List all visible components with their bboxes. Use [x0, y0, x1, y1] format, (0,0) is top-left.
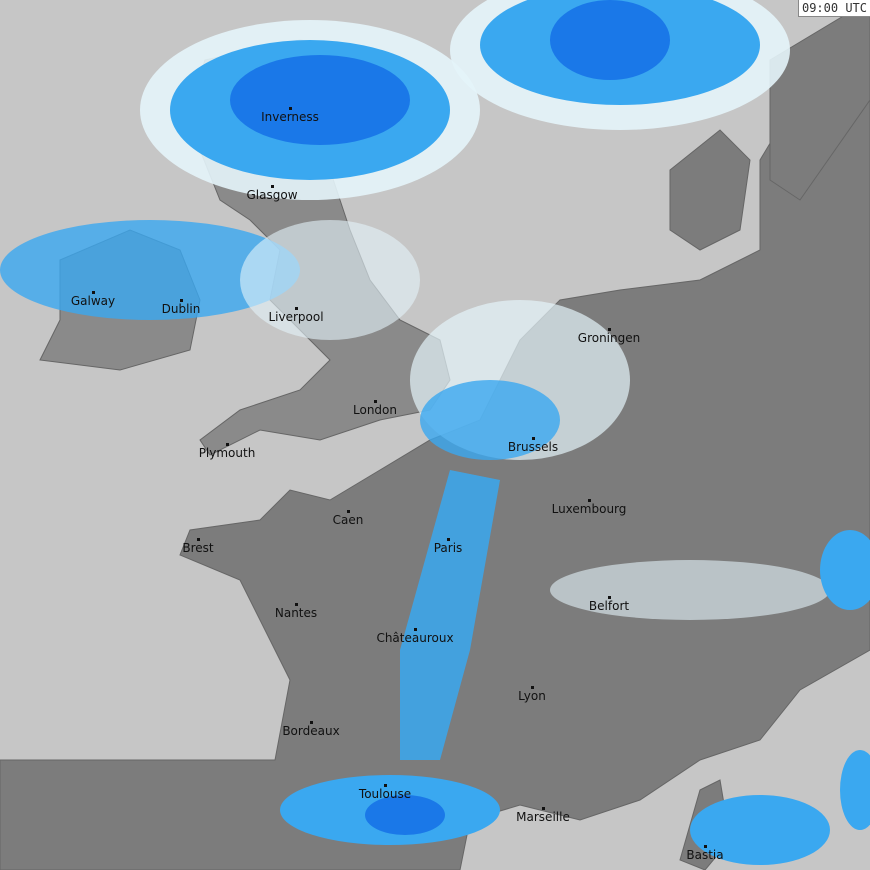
city-label: Groningen [577, 331, 641, 345]
land-denmark [669, 129, 751, 251]
precip-alps [550, 560, 830, 620]
city-label: Bordeaux [282, 724, 340, 738]
city-dot [289, 107, 292, 110]
precip-benelux-medium [420, 380, 560, 460]
city-label: Caen [332, 513, 364, 527]
precip-england [240, 220, 420, 340]
city-label: London [353, 403, 397, 417]
city-label: Belfort [588, 599, 630, 613]
city-dot [180, 299, 183, 302]
city-label: Nantes [274, 606, 318, 620]
city-dot [310, 721, 313, 724]
city-label: Glasgow [246, 188, 298, 202]
city-dot [608, 596, 611, 599]
city-label: Bastia [686, 848, 724, 862]
city-dot [384, 784, 387, 787]
city-label: Brest [182, 541, 214, 555]
precip-ireland [0, 220, 300, 320]
city-dot [414, 628, 417, 631]
precip-france-band [400, 470, 500, 760]
city-label: Lyon [518, 689, 546, 703]
city-dot [447, 538, 450, 541]
city-dot [532, 437, 535, 440]
city-label: Liverpool [268, 310, 324, 324]
precip-corsica [690, 795, 830, 865]
precip-norway-heavy [550, 0, 670, 80]
city-label: Châteauroux [376, 631, 454, 645]
city-dot [374, 400, 377, 403]
precip-pyrenees-heavy [365, 795, 445, 835]
city-label: Dublin [161, 302, 201, 316]
city-dot [197, 538, 200, 541]
city-label: Toulouse [358, 787, 412, 801]
city-dot [271, 185, 274, 188]
city-dot [588, 499, 591, 502]
city-dot [608, 328, 611, 331]
city-label: Inverness [261, 110, 319, 124]
city-dot [92, 291, 95, 294]
city-dot [226, 443, 229, 446]
city-dot [347, 510, 350, 513]
city-dot [704, 845, 707, 848]
city-label: Marseille [516, 810, 570, 824]
city-dot [531, 686, 534, 689]
city-label: Galway [70, 294, 116, 308]
city-dot [295, 307, 298, 310]
precip-east [820, 530, 870, 610]
city-label: Brussels [507, 440, 559, 454]
city-label: Paris [433, 541, 463, 555]
timestamp-label: 09:00 UTC [797, 0, 870, 17]
precip-scotland-heavy [230, 55, 410, 145]
city-label: Luxembourg [551, 502, 627, 516]
precip-southeast [840, 750, 870, 830]
city-dot [542, 807, 545, 810]
land-continent [0, 99, 870, 870]
city-label: Plymouth [198, 446, 256, 460]
city-dot [295, 603, 298, 606]
